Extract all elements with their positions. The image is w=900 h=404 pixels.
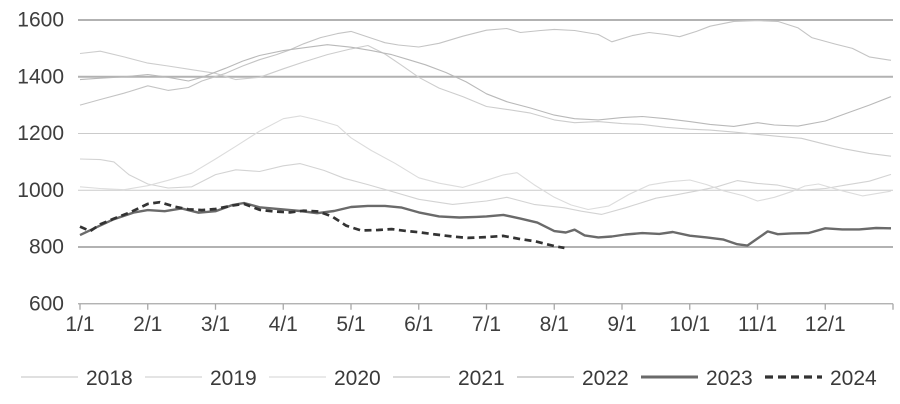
legend-label-2022: 2022	[582, 367, 629, 390]
x-axis-tick-label: 4/1	[269, 313, 298, 336]
legend-label-2021: 2021	[458, 367, 505, 390]
series-line-2019	[79, 158, 892, 215]
series-line-2024	[79, 200, 565, 250]
x-axis-tick-label: 3/1	[201, 313, 230, 336]
legend-label-2020: 2020	[334, 367, 381, 390]
x-axis-tick-label: 11/1	[738, 313, 777, 336]
y-axis-tick-label: 800	[29, 236, 64, 259]
series-line-2021	[79, 20, 892, 106]
x-axis-tick-label: 6/1	[404, 313, 433, 336]
legend-label-2019: 2019	[210, 367, 257, 390]
y-axis-tick-label: 600	[29, 292, 64, 315]
x-axis-tick-label: 2/1	[133, 313, 162, 336]
x-axis-tick-label: 7/1	[472, 313, 501, 336]
legend-label-2018: 2018	[86, 367, 133, 390]
x-axis-tick-label: 12/1	[805, 313, 846, 336]
x-axis-tick-label: 9/1	[607, 313, 636, 336]
y-axis-tick-label: 1000	[17, 179, 64, 202]
legend-label-2024: 2024	[830, 367, 877, 390]
x-axis-tick-label: 10/1	[669, 313, 710, 336]
series-line-2018	[79, 44, 892, 157]
x-axis-tick-label: 1/1	[65, 313, 94, 336]
series-line-2020	[79, 115, 892, 211]
x-axis-tick-label: 8/1	[540, 313, 569, 336]
legend-label-2023: 2023	[706, 367, 753, 390]
x-axis-tick-label: 5/1	[336, 313, 365, 336]
series-line-2022	[79, 44, 892, 127]
y-axis-tick-label: 1400	[17, 65, 64, 88]
y-axis-tick-label: 1600	[17, 9, 64, 32]
y-axis-tick-label: 1200	[17, 122, 64, 145]
